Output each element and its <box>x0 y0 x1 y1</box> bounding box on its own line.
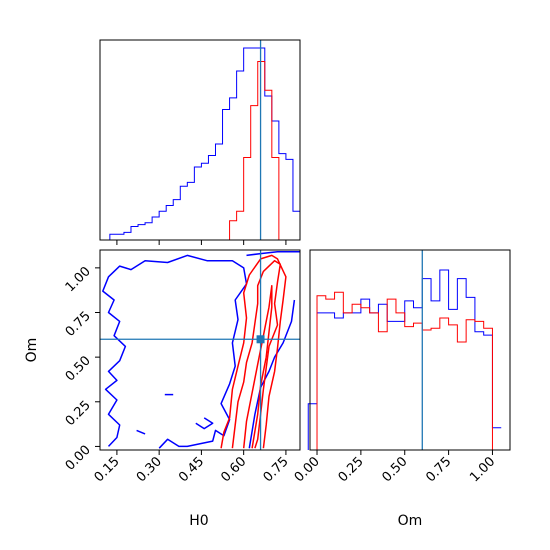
om-x-tick-label-0: 0.00 <box>292 454 323 485</box>
contour-blue-3 <box>136 429 146 435</box>
joint-frame <box>99 249 301 451</box>
h0-hist-red <box>229 60 280 240</box>
om-y-tick-label-0: 0.00 <box>63 443 94 474</box>
contour-blue-2 <box>246 251 300 257</box>
x-axis-label-h0: H0 <box>189 513 208 529</box>
h0-histogram-panel <box>99 39 301 245</box>
om-x-tick-label-4: 1.00 <box>467 454 498 485</box>
h0-x-tick-label-2: 0.45 <box>176 454 207 485</box>
om-y-tick-label-1: 0.25 <box>63 398 94 429</box>
joint-contours <box>102 251 300 449</box>
x-axis-label-om: Om <box>398 513 423 529</box>
contour-blue-1 <box>248 299 296 449</box>
contour-red-7 <box>242 284 273 449</box>
om-hist-frame <box>309 249 511 451</box>
om-histogram-panel: 0.00 0.25 0.50 0.75 1.00 <box>292 249 511 485</box>
om-y-tick-label-3: 0.75 <box>63 309 94 340</box>
contour-blue-4 <box>195 417 214 430</box>
contour-red-8 <box>220 254 287 449</box>
y-axis-label-om: Om <box>24 338 40 363</box>
om-x-tick-label-2: 0.50 <box>379 454 410 485</box>
contour-red-6 <box>231 259 282 449</box>
joint-truth-marker <box>256 335 265 344</box>
h0-x-tick-label-3: 0.60 <box>218 454 249 485</box>
om-hist-blue <box>307 269 502 450</box>
om-x-tick-label-1: 0.25 <box>336 454 367 485</box>
contour-blue-0 <box>102 254 248 449</box>
om-hist-red <box>316 291 493 450</box>
h0-x-tick-label-1: 0.30 <box>134 454 165 485</box>
h0-om-contour-panel: 0.15 0.30 0.45 0.60 0.75 0.00 0.25 0.50 0.75 1.00 <box>63 249 301 485</box>
h0-x-tick-label-0: 0.15 <box>92 454 123 485</box>
om-x-tick-label-3: 0.75 <box>423 454 454 485</box>
om-y-tick-label-4: 1.00 <box>63 264 94 295</box>
h0-hist-blue <box>102 47 301 241</box>
h0-hist-frame <box>99 39 301 241</box>
h0-x-tick-label-4: 0.75 <box>261 454 292 485</box>
om-y-tick-label-2: 0.50 <box>63 353 94 384</box>
